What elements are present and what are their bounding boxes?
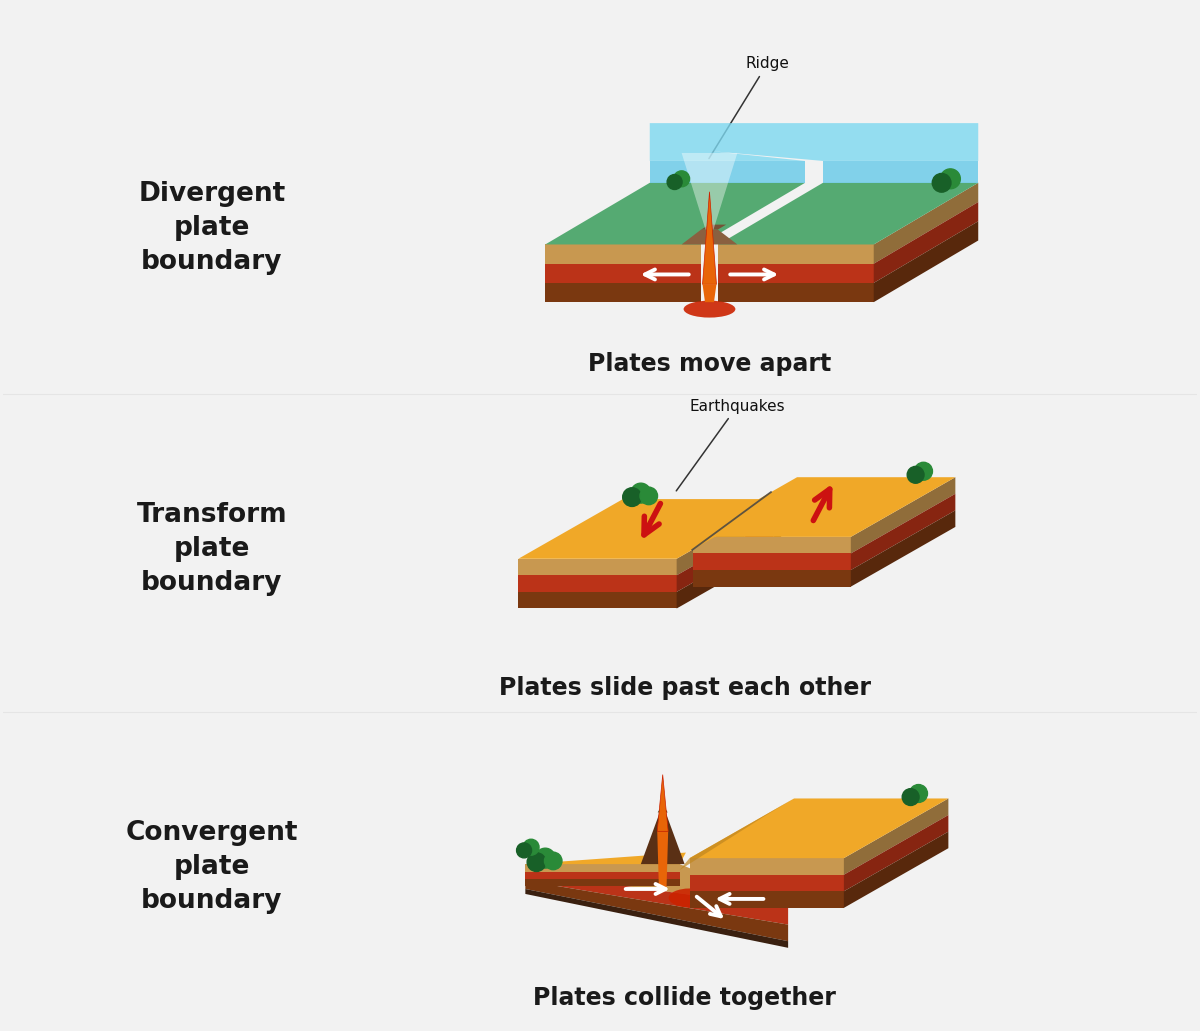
Polygon shape: [545, 282, 701, 302]
Polygon shape: [677, 499, 781, 575]
Polygon shape: [719, 244, 874, 264]
Polygon shape: [844, 816, 948, 891]
Circle shape: [631, 484, 650, 503]
Polygon shape: [649, 161, 805, 182]
Polygon shape: [690, 874, 844, 891]
Polygon shape: [690, 891, 844, 908]
Polygon shape: [518, 592, 677, 608]
Polygon shape: [658, 831, 668, 889]
Polygon shape: [702, 192, 716, 285]
Polygon shape: [526, 872, 788, 925]
Polygon shape: [719, 282, 874, 302]
Polygon shape: [526, 864, 788, 908]
Circle shape: [667, 174, 682, 190]
Polygon shape: [851, 510, 955, 587]
Polygon shape: [518, 499, 781, 559]
Circle shape: [623, 488, 642, 506]
Circle shape: [640, 488, 658, 504]
Polygon shape: [526, 889, 788, 947]
Circle shape: [545, 853, 562, 870]
Circle shape: [941, 169, 960, 189]
Text: Ridge: Ridge: [709, 57, 790, 159]
Circle shape: [932, 173, 950, 192]
Text: Divergent
plate
boundary: Divergent plate boundary: [138, 180, 286, 274]
Polygon shape: [690, 798, 948, 858]
Polygon shape: [545, 264, 701, 282]
Polygon shape: [719, 182, 978, 244]
Text: Transform
plate
boundary: Transform plate boundary: [137, 502, 287, 596]
Polygon shape: [682, 153, 737, 230]
Polygon shape: [545, 244, 701, 264]
Polygon shape: [682, 230, 737, 244]
Polygon shape: [690, 858, 844, 874]
Polygon shape: [692, 570, 851, 587]
Text: Plates slide past each other: Plates slide past each other: [499, 676, 871, 700]
Text: Plates collide together: Plates collide together: [533, 987, 836, 1010]
Text: Convergent
plate
boundary: Convergent plate boundary: [126, 820, 298, 914]
Polygon shape: [844, 832, 948, 908]
Polygon shape: [874, 202, 978, 282]
Polygon shape: [526, 880, 788, 941]
Circle shape: [902, 789, 919, 805]
Circle shape: [516, 843, 532, 858]
Polygon shape: [526, 879, 679, 887]
Polygon shape: [702, 285, 716, 302]
Polygon shape: [679, 798, 794, 870]
Polygon shape: [641, 804, 685, 864]
Circle shape: [907, 466, 924, 484]
Polygon shape: [677, 532, 781, 608]
Polygon shape: [874, 222, 978, 302]
Circle shape: [914, 462, 932, 480]
Polygon shape: [677, 516, 781, 592]
Polygon shape: [692, 537, 851, 554]
Polygon shape: [658, 774, 668, 831]
Polygon shape: [851, 477, 955, 554]
Circle shape: [535, 849, 556, 868]
Polygon shape: [526, 864, 679, 871]
Circle shape: [673, 171, 690, 187]
Text: Plates move apart: Plates move apart: [588, 352, 832, 376]
Polygon shape: [701, 225, 726, 230]
Circle shape: [910, 785, 928, 802]
Circle shape: [527, 853, 546, 871]
Polygon shape: [692, 477, 955, 537]
Polygon shape: [851, 494, 955, 570]
Polygon shape: [719, 264, 874, 282]
Polygon shape: [526, 853, 686, 864]
Polygon shape: [545, 182, 805, 244]
Text: Earthquakes: Earthquakes: [677, 399, 785, 491]
Ellipse shape: [684, 301, 736, 318]
Ellipse shape: [668, 889, 710, 907]
Polygon shape: [692, 554, 851, 570]
Polygon shape: [526, 871, 679, 879]
Polygon shape: [658, 804, 667, 812]
Polygon shape: [518, 575, 677, 592]
Polygon shape: [518, 559, 677, 575]
Polygon shape: [844, 798, 948, 874]
Polygon shape: [823, 161, 978, 182]
Polygon shape: [692, 563, 893, 587]
Polygon shape: [874, 182, 978, 264]
Polygon shape: [649, 123, 978, 161]
Circle shape: [523, 839, 539, 855]
